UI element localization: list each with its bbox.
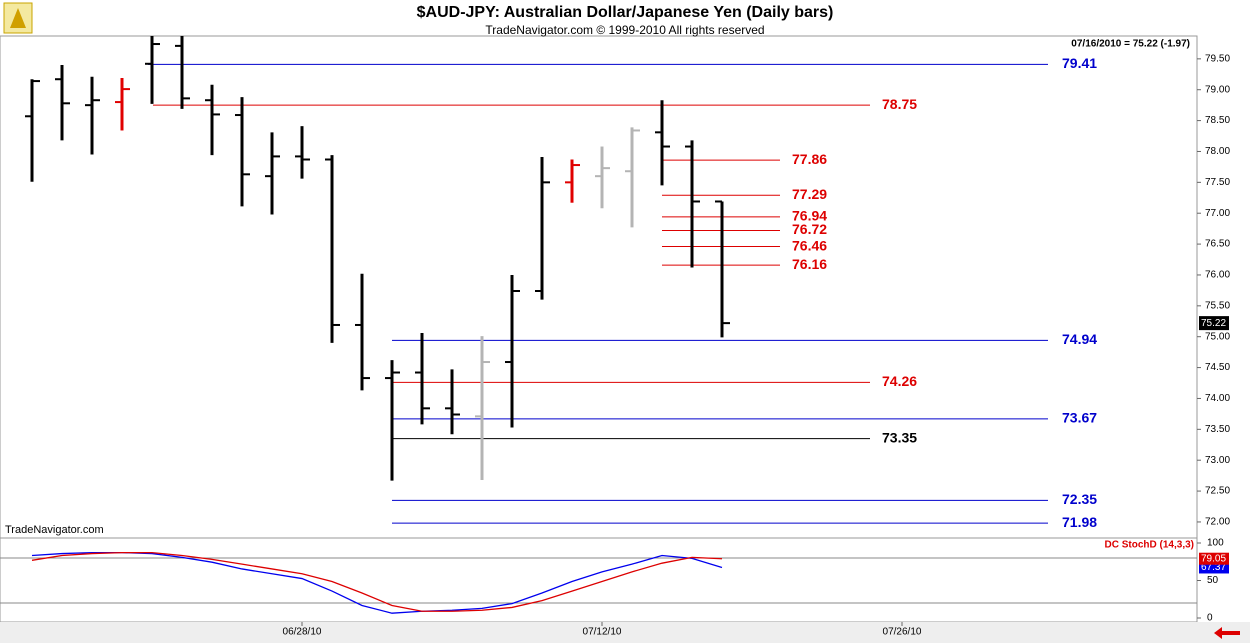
y-tick-label: 78.50 xyxy=(1205,115,1230,126)
level-label: 77.86 xyxy=(792,151,827,167)
y-tick-label: 79.50 xyxy=(1205,53,1230,64)
x-tick-label: 06/28/10 xyxy=(283,627,322,638)
ind-last-box xyxy=(1199,552,1229,565)
y-tick-label: 72.50 xyxy=(1205,486,1230,497)
y-tick-label: 76.00 xyxy=(1205,270,1230,281)
last-price-box xyxy=(1199,316,1229,331)
y-tick-label: 74.50 xyxy=(1205,362,1230,373)
level-label: 76.46 xyxy=(792,237,827,253)
date-axis-bg xyxy=(0,622,1250,643)
y-tick-label: 73.00 xyxy=(1205,455,1230,466)
y-tick-label: 72.00 xyxy=(1205,517,1230,528)
level-label: 73.67 xyxy=(1062,410,1097,426)
y-tick-label: 76.50 xyxy=(1205,239,1230,250)
ind-line xyxy=(31,551,723,614)
watermark: TradeNavigator.com xyxy=(5,524,104,536)
level-label: 79.41 xyxy=(1062,55,1097,71)
level-label: 73.35 xyxy=(882,429,917,445)
ind-tick-label: 50 xyxy=(1207,575,1219,586)
y-tick-label: 75.50 xyxy=(1205,300,1230,311)
level-label: 74.94 xyxy=(1062,331,1097,347)
level-label: 78.75 xyxy=(882,96,917,112)
y-tick-label: 73.50 xyxy=(1205,424,1230,435)
logo xyxy=(3,2,33,34)
info-text: 07/16/2010 = 75.22 (-1.97) xyxy=(1071,39,1190,50)
y-tick-label: 74.00 xyxy=(1205,393,1230,404)
level-label: 72.35 xyxy=(1062,491,1097,507)
y-tick-label: 77.50 xyxy=(1205,177,1230,188)
ind-tick-label: 0 xyxy=(1207,613,1213,624)
ind-tick-label: 100 xyxy=(1207,538,1224,549)
level-label: 74.26 xyxy=(882,373,917,389)
chart-subtitle: TradeNavigator.com © 1999-2010 All right… xyxy=(485,23,764,37)
y-tick-label: 77.00 xyxy=(1205,208,1230,219)
level-label: 76.16 xyxy=(792,256,827,272)
scroll-arrow[interactable] xyxy=(1214,627,1240,639)
chart-title: $AUD-JPY: Australian Dollar/Japanese Yen… xyxy=(417,4,834,21)
x-tick-label: 07/12/10 xyxy=(583,627,622,638)
ind-line xyxy=(31,551,723,612)
level-label: 76.94 xyxy=(792,208,827,224)
y-tick-label: 79.00 xyxy=(1205,84,1230,95)
ind-last-label: 79.05 xyxy=(1201,553,1226,564)
last-price-label: 75.22 xyxy=(1201,318,1226,329)
level-label: 77.29 xyxy=(792,186,827,202)
indicator-name: DC StochD (14,3,3) xyxy=(1105,540,1194,551)
level-label: 76.72 xyxy=(792,221,827,237)
ind-last-label: 67.37 xyxy=(1201,562,1226,573)
y-tick-label: 78.00 xyxy=(1205,146,1230,157)
level-label: 71.98 xyxy=(1062,514,1097,530)
x-tick-label: 07/26/10 xyxy=(883,627,922,638)
y-tick-label: 75.00 xyxy=(1205,331,1230,342)
